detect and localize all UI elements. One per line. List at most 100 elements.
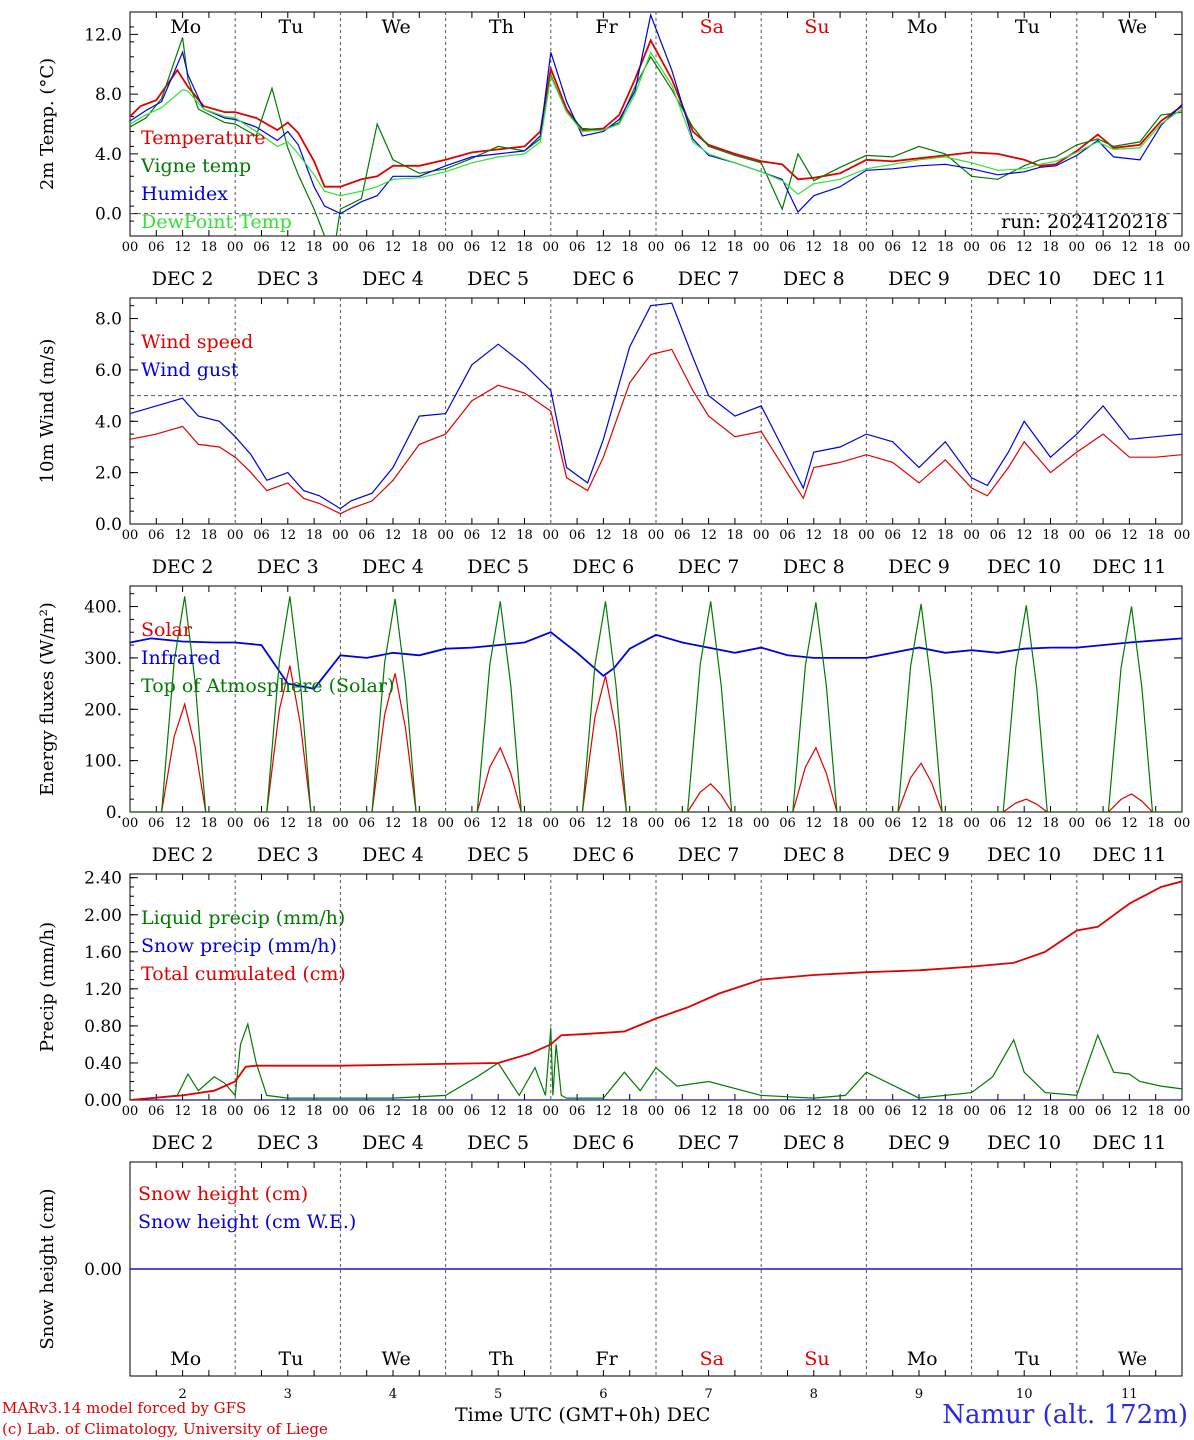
hour-label: 06 (358, 240, 375, 255)
hour-label: 00 (437, 528, 454, 543)
hour-label: 00 (753, 1104, 770, 1119)
date-label: DEC 7 (678, 556, 740, 578)
y-axis-label: Precip (mm/h) (37, 922, 58, 1052)
day-number-label: 9 (915, 1387, 923, 1402)
hour-label: 18 (1042, 240, 1059, 255)
time-axis-title: Time UTC (GMT+0h) DEC (455, 1404, 711, 1426)
hour-label: 12 (911, 240, 928, 255)
day-number-label: 7 (704, 1387, 712, 1402)
hour-label: 12 (280, 1104, 297, 1119)
weekday-label-top: Tu (1015, 16, 1040, 38)
hour-label: 18 (621, 528, 638, 543)
y-tick-label: 4.0 (95, 412, 122, 432)
legend-entry: Snow height (cm W.E.) (138, 1211, 356, 1233)
hour-label: 00 (1069, 240, 1086, 255)
hour-label: 18 (727, 1104, 744, 1119)
hour-label: 00 (648, 816, 665, 831)
hour-label: 12 (806, 1104, 823, 1119)
hour-label: 06 (884, 528, 901, 543)
day-number-label: 5 (494, 1387, 502, 1402)
day-number-label: 3 (284, 1387, 292, 1402)
hour-label: 18 (1147, 528, 1164, 543)
date-label: DEC 11 (1092, 556, 1166, 578)
hour-label: 00 (122, 528, 139, 543)
weekday-label-bottom: Sa (700, 1348, 724, 1370)
weekday-label-bottom: Mo (170, 1348, 201, 1370)
date-label: DEC 5 (467, 268, 529, 290)
hour-label: 06 (990, 1104, 1007, 1119)
y-axis-label: 2m Temp. (°C) (37, 58, 58, 190)
hour-label: 06 (884, 1104, 901, 1119)
series-group (130, 12, 1182, 236)
hour-label: 18 (1147, 816, 1164, 831)
hour-label: 06 (990, 528, 1007, 543)
y-tick-label: 1.20 (84, 980, 122, 1000)
weekday-label-bottom: Su (804, 1348, 829, 1370)
hour-label: 18 (832, 240, 849, 255)
date-label: DEC 5 (467, 556, 529, 578)
date-label: DEC 8 (783, 1132, 845, 1154)
date-label: DEC 10 (987, 556, 1061, 578)
hour-label: 12 (280, 528, 297, 543)
hour-label: 12 (911, 1104, 928, 1119)
hour-label: 06 (464, 240, 481, 255)
date-label: DEC 4 (362, 268, 424, 290)
y-tick-label: 0.40 (84, 1054, 122, 1074)
hour-label: 06 (464, 528, 481, 543)
hour-label: 18 (1042, 1104, 1059, 1119)
hour-label: 00 (543, 528, 560, 543)
hour-label: 18 (937, 1104, 954, 1119)
hour-label: 06 (674, 816, 691, 831)
day-number-label: 6 (599, 1387, 607, 1402)
date-label: DEC 10 (987, 268, 1061, 290)
hour-label: 18 (306, 816, 323, 831)
series-line-2 (130, 302, 1182, 510)
hour-label: 00 (753, 240, 770, 255)
weekday-label-bottom: We (382, 1348, 411, 1370)
hour-label: 00 (227, 816, 244, 831)
series-line-1 (130, 38, 1182, 188)
legend-entry: Solar (141, 619, 193, 641)
y-tick-label: 100. (84, 752, 122, 772)
y-tick-label: 0.0 (95, 205, 122, 225)
hour-label: 12 (1121, 240, 1138, 255)
hour-label: 18 (516, 816, 533, 831)
series-line-1 (130, 1021, 1182, 1100)
legend-entry: Snow precip (mm/h) (141, 935, 337, 957)
hour-label: 06 (253, 816, 270, 831)
series-line-1 (130, 665, 1182, 812)
weekday-label-top: We (1118, 16, 1147, 38)
hour-label: 18 (937, 240, 954, 255)
hour-label: 18 (201, 1104, 218, 1119)
hour-label: 18 (1042, 528, 1059, 543)
y-tick-label: 300. (84, 649, 122, 669)
y-tick-label: 1.60 (84, 943, 122, 963)
date-label: DEC 11 (1092, 268, 1166, 290)
hour-label: 00 (227, 1104, 244, 1119)
hour-label: 00 (963, 1104, 980, 1119)
weekday-label-bottom: Tu (278, 1348, 303, 1370)
date-label: DEC 8 (783, 556, 845, 578)
day-number-label: 4 (389, 1387, 397, 1402)
hour-label: 06 (1095, 1104, 1112, 1119)
hour-label: 06 (779, 240, 796, 255)
hour-label: 12 (385, 816, 402, 831)
series-group (130, 880, 1182, 1100)
y-tick-label: 0.00 (84, 1091, 122, 1111)
legend-entry: Humidex (141, 183, 228, 205)
hour-label: 18 (306, 528, 323, 543)
date-label: DEC 7 (678, 1132, 740, 1154)
legend-entry: Wind gust (141, 359, 239, 381)
y-tick-label: 8.0 (95, 85, 122, 105)
legend-entry: Snow height (cm) (138, 1183, 308, 1205)
hour-label: 12 (1016, 528, 1033, 543)
legend-entry: Infrared (141, 647, 221, 669)
y-tick-label: 2.00 (84, 906, 122, 926)
hour-label: 18 (621, 1104, 638, 1119)
station-name: Namur (alt. 172m) (942, 1400, 1188, 1430)
hour-label: 12 (700, 816, 717, 831)
hour-label: 00 (1069, 528, 1086, 543)
hour-label: 00 (227, 528, 244, 543)
day-number-label: 2 (178, 1387, 186, 1402)
hour-label: 12 (174, 528, 191, 543)
